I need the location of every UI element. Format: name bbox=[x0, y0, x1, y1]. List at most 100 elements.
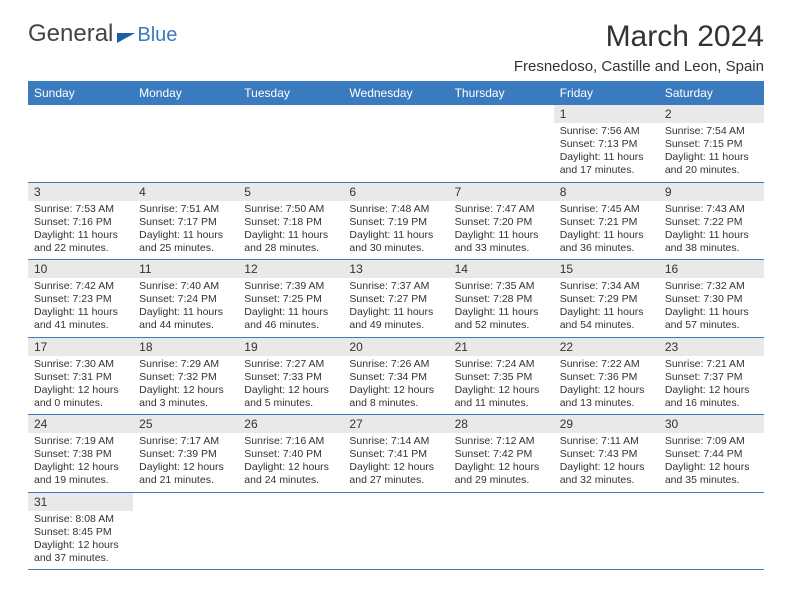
calendar-cell bbox=[554, 492, 659, 570]
day-details: Sunrise: 7:42 AMSunset: 7:23 PMDaylight:… bbox=[28, 278, 133, 337]
sunset-text: Sunset: 7:15 PM bbox=[665, 138, 758, 151]
sunset-text: Sunset: 7:44 PM bbox=[665, 448, 758, 461]
calendar-cell: 1Sunrise: 7:56 AMSunset: 7:13 PMDaylight… bbox=[554, 105, 659, 182]
calendar-cell: 30Sunrise: 7:09 AMSunset: 7:44 PMDayligh… bbox=[659, 415, 764, 493]
daylight-text: Daylight: 12 hours and 29 minutes. bbox=[455, 461, 548, 487]
calendar-cell: 20Sunrise: 7:26 AMSunset: 7:34 PMDayligh… bbox=[343, 337, 448, 415]
day-number: 31 bbox=[28, 493, 133, 511]
logo-text-blue: Blue bbox=[137, 24, 177, 47]
day-number: 12 bbox=[238, 260, 343, 278]
sunset-text: Sunset: 7:36 PM bbox=[560, 371, 653, 384]
sunrise-text: Sunrise: 7:40 AM bbox=[139, 280, 232, 293]
day-details: Sunrise: 7:22 AMSunset: 7:36 PMDaylight:… bbox=[554, 356, 659, 415]
day-number bbox=[238, 105, 343, 121]
day-number: 28 bbox=[449, 415, 554, 433]
day-number: 4 bbox=[133, 183, 238, 201]
sunrise-text: Sunrise: 7:48 AM bbox=[349, 203, 442, 216]
calendar-cell bbox=[133, 105, 238, 182]
calendar-row: 31Sunrise: 8:08 AMSunset: 8:45 PMDayligh… bbox=[28, 492, 764, 570]
sunrise-text: Sunrise: 7:17 AM bbox=[139, 435, 232, 448]
sunrise-text: Sunrise: 7:35 AM bbox=[455, 280, 548, 293]
calendar-cell: 13Sunrise: 7:37 AMSunset: 7:27 PMDayligh… bbox=[343, 260, 448, 338]
daylight-text: Daylight: 12 hours and 32 minutes. bbox=[560, 461, 653, 487]
daylight-text: Daylight: 12 hours and 21 minutes. bbox=[139, 461, 232, 487]
daylight-text: Daylight: 12 hours and 0 minutes. bbox=[34, 384, 127, 410]
day-details: Sunrise: 7:45 AMSunset: 7:21 PMDaylight:… bbox=[554, 201, 659, 260]
calendar-cell: 26Sunrise: 7:16 AMSunset: 7:40 PMDayligh… bbox=[238, 415, 343, 493]
calendar-cell: 16Sunrise: 7:32 AMSunset: 7:30 PMDayligh… bbox=[659, 260, 764, 338]
daylight-text: Daylight: 11 hours and 38 minutes. bbox=[665, 229, 758, 255]
calendar-table: Sunday Monday Tuesday Wednesday Thursday… bbox=[28, 81, 764, 570]
sunset-text: Sunset: 7:24 PM bbox=[139, 293, 232, 306]
weekday-header: Thursday bbox=[449, 81, 554, 105]
sunset-text: Sunset: 7:20 PM bbox=[455, 216, 548, 229]
day-number bbox=[554, 493, 659, 509]
day-number bbox=[343, 105, 448, 121]
calendar-row: 3Sunrise: 7:53 AMSunset: 7:16 PMDaylight… bbox=[28, 182, 764, 260]
daylight-text: Daylight: 11 hours and 20 minutes. bbox=[665, 151, 758, 177]
day-number bbox=[343, 493, 448, 509]
day-details: Sunrise: 7:30 AMSunset: 7:31 PMDaylight:… bbox=[28, 356, 133, 415]
day-details: Sunrise: 7:14 AMSunset: 7:41 PMDaylight:… bbox=[343, 433, 448, 492]
day-number: 3 bbox=[28, 183, 133, 201]
daylight-text: Daylight: 11 hours and 33 minutes. bbox=[455, 229, 548, 255]
sunrise-text: Sunrise: 7:29 AM bbox=[139, 358, 232, 371]
calendar-row: 1Sunrise: 7:56 AMSunset: 7:13 PMDaylight… bbox=[28, 105, 764, 182]
daylight-text: Daylight: 12 hours and 19 minutes. bbox=[34, 461, 127, 487]
day-number bbox=[449, 105, 554, 121]
sunset-text: Sunset: 7:34 PM bbox=[349, 371, 442, 384]
day-number: 23 bbox=[659, 338, 764, 356]
calendar-cell: 4Sunrise: 7:51 AMSunset: 7:17 PMDaylight… bbox=[133, 182, 238, 260]
sunrise-text: Sunrise: 7:27 AM bbox=[244, 358, 337, 371]
day-number: 9 bbox=[659, 183, 764, 201]
weekday-header: Monday bbox=[133, 81, 238, 105]
day-number: 29 bbox=[554, 415, 659, 433]
sunset-text: Sunset: 7:22 PM bbox=[665, 216, 758, 229]
calendar-cell: 3Sunrise: 7:53 AMSunset: 7:16 PMDaylight… bbox=[28, 182, 133, 260]
calendar-cell bbox=[238, 492, 343, 570]
daylight-text: Daylight: 11 hours and 49 minutes. bbox=[349, 306, 442, 332]
calendar-cell bbox=[343, 492, 448, 570]
calendar-cell: 5Sunrise: 7:50 AMSunset: 7:18 PMDaylight… bbox=[238, 182, 343, 260]
sunset-text: Sunset: 7:13 PM bbox=[560, 138, 653, 151]
sunset-text: Sunset: 7:21 PM bbox=[560, 216, 653, 229]
day-number: 5 bbox=[238, 183, 343, 201]
day-details: Sunrise: 7:39 AMSunset: 7:25 PMDaylight:… bbox=[238, 278, 343, 337]
sunset-text: Sunset: 7:28 PM bbox=[455, 293, 548, 306]
sunset-text: Sunset: 7:40 PM bbox=[244, 448, 337, 461]
calendar-cell: 25Sunrise: 7:17 AMSunset: 7:39 PMDayligh… bbox=[133, 415, 238, 493]
day-number: 24 bbox=[28, 415, 133, 433]
day-details: Sunrise: 7:54 AMSunset: 7:15 PMDaylight:… bbox=[659, 123, 764, 182]
sunset-text: Sunset: 7:25 PM bbox=[244, 293, 337, 306]
day-number: 11 bbox=[133, 260, 238, 278]
day-number: 7 bbox=[449, 183, 554, 201]
sunrise-text: Sunrise: 7:09 AM bbox=[665, 435, 758, 448]
day-number: 6 bbox=[343, 183, 448, 201]
daylight-text: Daylight: 11 hours and 46 minutes. bbox=[244, 306, 337, 332]
calendar-cell bbox=[449, 492, 554, 570]
calendar-cell: 19Sunrise: 7:27 AMSunset: 7:33 PMDayligh… bbox=[238, 337, 343, 415]
day-details: Sunrise: 7:35 AMSunset: 7:28 PMDaylight:… bbox=[449, 278, 554, 337]
daylight-text: Daylight: 12 hours and 27 minutes. bbox=[349, 461, 442, 487]
day-number bbox=[133, 493, 238, 509]
day-number: 22 bbox=[554, 338, 659, 356]
day-number: 8 bbox=[554, 183, 659, 201]
day-number: 18 bbox=[133, 338, 238, 356]
sunrise-text: Sunrise: 7:21 AM bbox=[665, 358, 758, 371]
day-details: Sunrise: 7:53 AMSunset: 7:16 PMDaylight:… bbox=[28, 201, 133, 260]
calendar-cell: 21Sunrise: 7:24 AMSunset: 7:35 PMDayligh… bbox=[449, 337, 554, 415]
day-details: Sunrise: 7:47 AMSunset: 7:20 PMDaylight:… bbox=[449, 201, 554, 260]
weekday-header: Saturday bbox=[659, 81, 764, 105]
day-number bbox=[238, 493, 343, 509]
day-details bbox=[238, 121, 343, 127]
sunrise-text: Sunrise: 7:47 AM bbox=[455, 203, 548, 216]
day-details: Sunrise: 7:09 AMSunset: 7:44 PMDaylight:… bbox=[659, 433, 764, 492]
sunrise-text: Sunrise: 7:50 AM bbox=[244, 203, 337, 216]
day-details bbox=[554, 509, 659, 515]
calendar-cell bbox=[133, 492, 238, 570]
calendar-cell: 15Sunrise: 7:34 AMSunset: 7:29 PMDayligh… bbox=[554, 260, 659, 338]
sunrise-text: Sunrise: 7:22 AM bbox=[560, 358, 653, 371]
weekday-header: Tuesday bbox=[238, 81, 343, 105]
daylight-text: Daylight: 11 hours and 17 minutes. bbox=[560, 151, 653, 177]
calendar-cell: 2Sunrise: 7:54 AMSunset: 7:15 PMDaylight… bbox=[659, 105, 764, 182]
